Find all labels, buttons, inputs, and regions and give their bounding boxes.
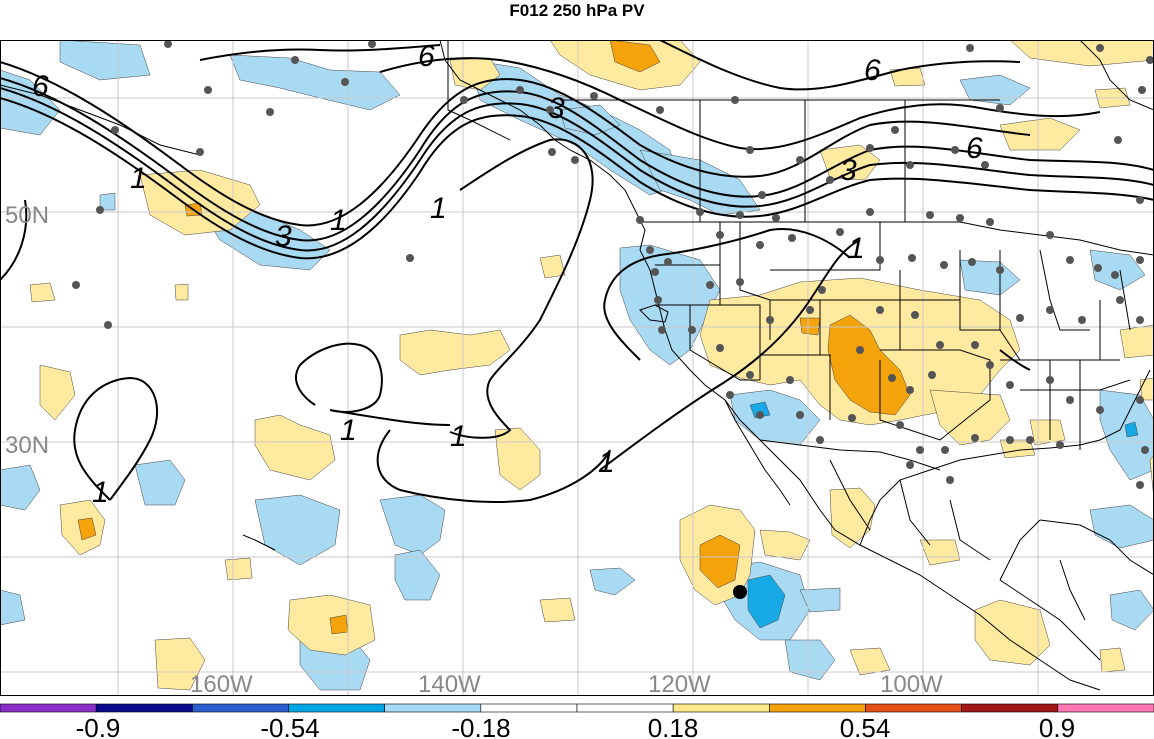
pv-anomaly-region (1009, 40, 1154, 67)
pv-anomaly-region (959, 259, 1021, 296)
pv-anomaly-region (224, 557, 253, 581)
pv-anomaly-region (759, 529, 811, 561)
pv-anomaly-region (0, 589, 26, 626)
lat-label-50n: 50N (5, 202, 49, 229)
pv-anomaly-region (849, 647, 891, 676)
station-markers (72, 40, 1154, 489)
pv-anomaly-region (1089, 504, 1154, 549)
pv-anomaly-region (1089, 249, 1146, 291)
pv-anomaly-region (699, 534, 741, 589)
colorbar-swatch (384, 703, 482, 713)
pv-anomaly-region (394, 549, 441, 601)
pv-anomaly-region (589, 567, 636, 596)
lat-label-30n: 30N (5, 432, 49, 459)
pv-anomaly-region (784, 639, 836, 681)
point-marker (733, 585, 747, 599)
colorbar-swatch (576, 703, 674, 713)
lon-label-140w: 140W (418, 671, 481, 696)
pv-anomaly-region (999, 439, 1036, 459)
pv-anomaly-region (174, 283, 189, 301)
colorbar-tick-label: 0.9 (1039, 713, 1075, 739)
pv-anomaly-region (59, 40, 151, 81)
contour-label: 6 (32, 70, 49, 103)
pv-anomaly-region (1109, 589, 1154, 631)
pv-anomaly-region (494, 427, 541, 491)
contour-label: 6 (966, 132, 983, 165)
pv-anomaly-region (0, 464, 41, 511)
contour-label: 1 (848, 232, 865, 265)
pv-anomaly-region (829, 487, 876, 549)
colorbar-tick-label: 0.18 (648, 713, 699, 739)
contour-label: 1 (92, 476, 109, 509)
contour-label: 1 (330, 204, 347, 237)
lat-lon-grid (0, 40, 1154, 696)
pv-map: 50N 30N 160W 140W 120W 100W 6 6 6 6 3 3 … (0, 40, 1154, 696)
contour-label: 3 (548, 92, 565, 125)
lon-label-120w: 120W (648, 671, 711, 696)
contour-label: 1 (450, 420, 467, 453)
pv-anomaly-region (974, 599, 1051, 666)
pv-anomaly-region (29, 282, 56, 303)
colorbar-swatches (0, 703, 1154, 713)
lon-label-100w: 100W (880, 671, 943, 696)
pv-anomaly-region (254, 414, 336, 481)
pv-anomaly-region (1099, 647, 1126, 673)
pv-anomaly-region (139, 169, 261, 236)
pv-anomaly-region (254, 494, 341, 566)
colorbar-tick-label: -0.18 (451, 713, 510, 739)
colorbar-swatch (288, 703, 385, 713)
contour-label: 6 (864, 54, 881, 87)
map-title: F012 250 hPa PV (509, 1, 645, 20)
pv-anomaly-region (0, 69, 61, 136)
contour-label: 1 (130, 162, 147, 195)
contour-label: 1 (430, 192, 447, 225)
pv-anomaly-region (39, 364, 76, 421)
pv-anomaly-region (609, 40, 661, 73)
pv-anomaly-region (747, 574, 786, 629)
colorbar: -0.9 -0.54 -0.18 0.18 0.54 0.9 (0, 703, 1154, 739)
pv-anomaly-region (729, 389, 821, 446)
contour-label: 6 (418, 40, 435, 73)
contour-label: 1 (340, 414, 357, 447)
pv-anomaly-region (229, 54, 401, 111)
colorbar-swatch (480, 703, 578, 713)
pv-anomaly-region (134, 459, 186, 506)
pv-contours (0, 40, 1154, 503)
lon-label-160w: 160W (190, 671, 253, 696)
contour-label: 3 (275, 220, 292, 253)
colorbar-swatch (192, 703, 289, 713)
pv-anomaly-region (819, 144, 881, 181)
pv-anomaly-region (749, 401, 771, 419)
colorbar-swatch (95, 703, 193, 713)
pv-anomaly-region (77, 517, 97, 541)
colorbar-tick-label: -0.54 (260, 713, 319, 739)
pv-anomaly-region (999, 117, 1081, 151)
pv-anomaly-region (154, 637, 206, 691)
colorbar-tick-label: -0.9 (76, 713, 121, 739)
colorbar-swatch (769, 703, 866, 713)
pv-anomaly-region (1119, 324, 1154, 359)
colorbar-swatch (961, 703, 1059, 713)
contour-label: 3 (840, 154, 857, 187)
pv-anomaly-region (99, 192, 116, 211)
contour-label: 1 (598, 446, 615, 479)
pv-anomaly-region (379, 494, 446, 556)
colorbar-swatch (865, 703, 962, 713)
colorbar-tick-label: 0.54 (840, 713, 891, 739)
pv-anomaly-region (919, 539, 961, 566)
pv-anomaly-region (1124, 421, 1139, 438)
colorbar-swatch (0, 703, 97, 713)
pv-anomaly-region (329, 614, 349, 635)
colorbar-swatch (672, 703, 770, 713)
pv-anomaly-region (539, 597, 576, 623)
pv-anomaly-region (799, 587, 841, 613)
pv-anomaly-region (929, 389, 1011, 446)
pv-anomaly-region (539, 254, 566, 279)
colorbar-swatch (1057, 703, 1154, 713)
pv-anomaly-region (399, 329, 511, 376)
